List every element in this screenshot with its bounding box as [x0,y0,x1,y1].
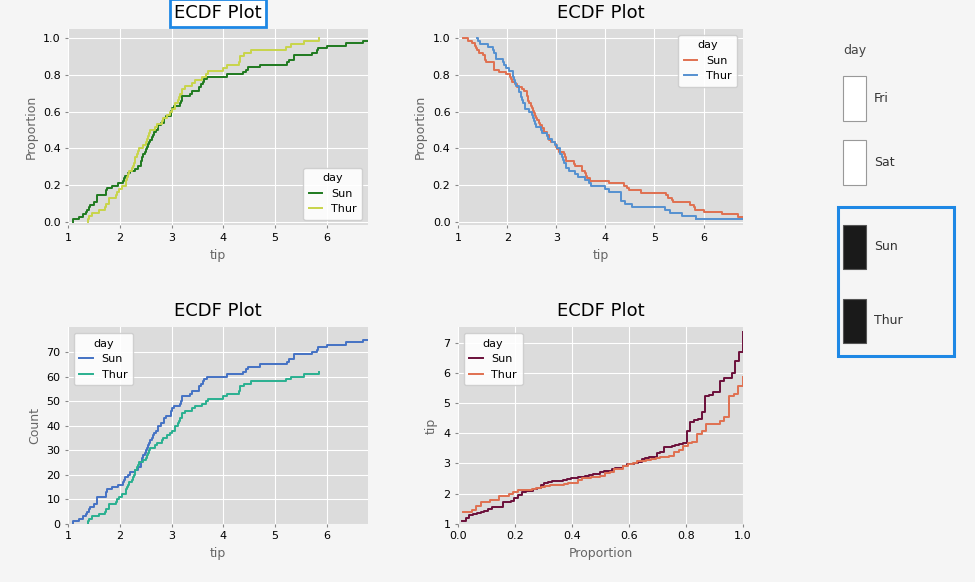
Thur [313,368,325,375]
Thur [123,168,135,175]
Sun [143,139,155,146]
Line: Sun: Sun [73,38,396,222]
Thur [457,509,469,516]
Sun [141,143,153,150]
Text: Fri: Fri [874,92,888,105]
Sun [136,456,148,463]
Sun [457,35,469,42]
Sun [390,334,402,341]
Sun [136,155,148,162]
Title: ECDF Plot: ECDF Plot [557,4,644,22]
Y-axis label: tip: tip [425,417,438,434]
Sun [554,477,566,484]
Sun [136,158,147,165]
Thur [480,498,491,505]
Line: Sun: Sun [73,338,396,524]
Title: ECDF Plot: ECDF Plot [175,4,262,22]
Thur [690,215,702,222]
Text: Thur: Thur [874,314,903,328]
Sun [681,428,692,435]
Sun [143,439,155,446]
Thur [123,478,135,485]
Thur [127,474,138,481]
FancyBboxPatch shape [843,299,866,343]
Sun [483,505,494,512]
Legend: Sun, Thur: Sun, Thur [464,333,523,385]
Sun [737,329,749,336]
Legend: Sun, Thur: Sun, Thur [74,333,133,385]
Line: Thur: Thur [463,377,743,512]
Line: Thur: Thur [89,372,319,524]
Sun [763,216,775,223]
Line: Sun: Sun [462,332,743,521]
Sun [105,484,117,491]
X-axis label: tip: tip [593,249,608,261]
Y-axis label: Proportion: Proportion [414,95,427,159]
Sun [603,467,614,474]
Sun [523,98,534,105]
Sun [456,517,468,524]
Thur [83,520,95,527]
FancyBboxPatch shape [843,225,866,269]
Thur [627,460,639,467]
X-axis label: tip: tip [210,249,226,261]
Sun [158,417,170,424]
Title: ECDF Plot: ECDF Plot [557,303,644,320]
Thur [83,218,95,225]
Thur [142,449,154,456]
Thur [142,133,154,140]
Thur [530,485,542,492]
Sun [105,182,117,189]
Thur [471,35,483,42]
Thur [175,415,186,422]
FancyBboxPatch shape [843,76,866,120]
Text: Sun: Sun [874,240,898,253]
Thur [510,82,522,89]
Legend: Sun, Thur: Sun, Thur [679,35,737,87]
Sun [538,129,550,136]
Thur [144,126,156,133]
Sun [561,155,572,162]
Legend: Sun, Thur: Sun, Thur [303,168,363,220]
Thur [175,91,186,98]
Sun [558,151,569,158]
X-axis label: tip: tip [210,547,226,560]
Sun [644,454,655,461]
Y-axis label: Proportion: Proportion [24,95,37,159]
Thur [512,487,524,494]
Thur [298,38,310,45]
Thur [677,212,688,219]
Thur [488,49,500,56]
Line: Thur: Thur [89,38,319,222]
Thur [700,420,712,427]
FancyBboxPatch shape [843,140,866,185]
Sun [67,218,79,225]
Sun [390,35,402,42]
Sun [158,117,170,124]
Title: ECDF Plot: ECDF Plot [175,303,262,320]
Sun [603,180,614,187]
Thur [313,35,325,42]
Line: Thur: Thur [477,38,696,219]
Text: day: day [843,44,867,57]
Thur [298,371,310,378]
Sun [136,459,147,466]
Thur [737,374,749,381]
Thur [144,444,156,451]
Sun [67,520,79,527]
Thur [507,70,519,77]
Thur [615,191,627,198]
X-axis label: Proportion: Proportion [568,547,633,560]
Line: Sun: Sun [463,38,769,219]
Thur [127,162,138,169]
Thur [732,382,744,389]
Thur [551,144,563,151]
Sun [477,52,488,59]
Text: Sat: Sat [874,156,894,169]
Y-axis label: Count: Count [28,407,41,444]
Sun [141,444,153,451]
Sun [636,455,647,462]
